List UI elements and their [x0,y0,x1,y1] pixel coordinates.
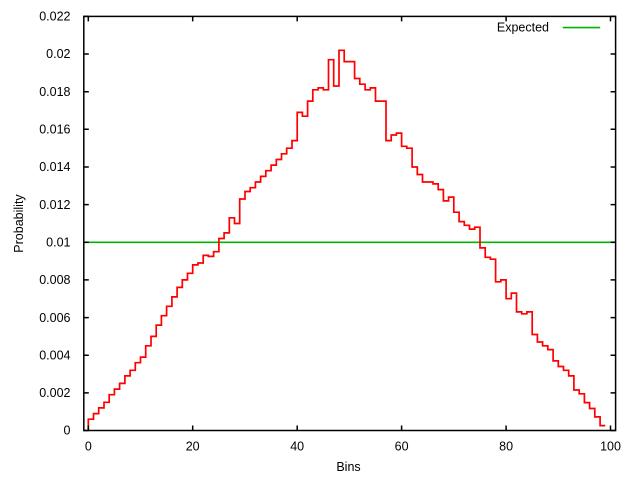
svg-text:0.02: 0.02 [46,47,70,61]
svg-text:20: 20 [186,440,200,454]
svg-text:0.004: 0.004 [39,348,70,362]
svg-text:0.002: 0.002 [39,386,70,400]
svg-text:0: 0 [64,424,71,438]
svg-text:0.012: 0.012 [39,198,70,212]
svg-text:0.006: 0.006 [39,311,70,325]
svg-text:100: 100 [600,440,621,454]
svg-text:0.022: 0.022 [39,10,70,24]
svg-text:0.01: 0.01 [46,236,70,250]
svg-text:60: 60 [395,440,409,454]
svg-text:0.008: 0.008 [39,273,70,287]
svg-text:Expected: Expected [497,21,549,35]
svg-text:0.014: 0.014 [39,160,70,174]
svg-text:Probability: Probability [12,194,26,253]
svg-text:0: 0 [85,440,92,454]
svg-text:0.016: 0.016 [39,123,70,137]
svg-text:0.018: 0.018 [39,85,70,99]
svg-text:40: 40 [290,440,304,454]
svg-text:80: 80 [499,440,513,454]
svg-text:Bins: Bins [336,460,360,474]
